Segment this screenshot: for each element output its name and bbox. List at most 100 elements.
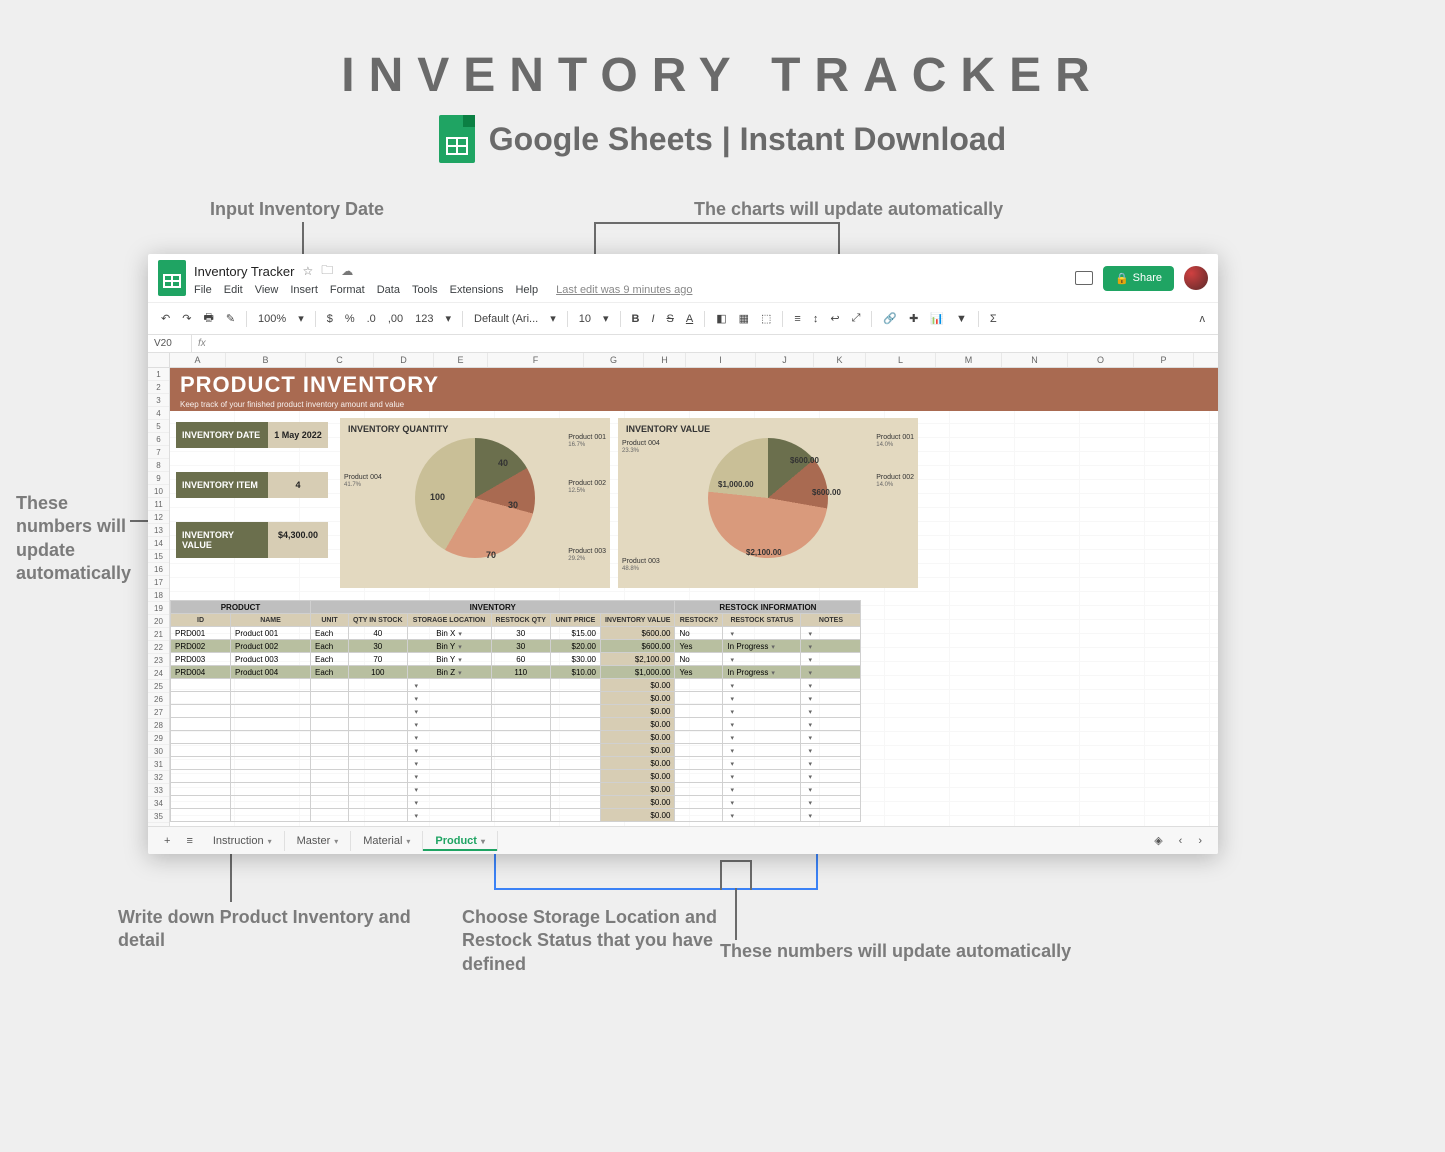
collapse-toolbar-icon[interactable]: ʌ [1197,311,1209,327]
menu-insert[interactable]: Insert [290,284,318,296]
row-number[interactable]: 18 [148,589,169,602]
valign-icon[interactable]: ↕ [810,311,822,327]
zoom-dropdown[interactable]: 100% [255,311,289,327]
row-number[interactable]: 23 [148,654,169,667]
col-header-C[interactable]: C [306,353,374,367]
redo-icon[interactable]: ↷ [179,310,194,327]
table-row[interactable]: PRD003Product 003Each 70Bin Y 60$30.00 $… [171,653,861,666]
comment-insert-icon[interactable]: ✚ [906,310,921,327]
row-number[interactable]: 2 [148,381,169,394]
menu-format[interactable]: Format [330,284,365,296]
sheet-canvas[interactable]: PRODUCT INVENTORY Keep track of your fin… [170,368,1218,848]
col-header-K[interactable]: K [814,353,866,367]
table-row[interactable]: PRD002Product 002Each 30Bin Y 30$20.00 $… [171,640,861,653]
menu-file[interactable]: File [194,284,212,296]
row-number[interactable]: 20 [148,615,169,628]
chevron-right-icon[interactable]: › [1190,831,1210,851]
col-header-B[interactable]: B [226,353,306,367]
percent-button[interactable]: % [342,311,358,327]
row-number[interactable]: 21 [148,628,169,641]
row-number[interactable]: 33 [148,784,169,797]
row-number[interactable]: 16 [148,563,169,576]
formula-bar[interactable]: fx [192,335,212,352]
num-fmt-button[interactable]: 123 [412,311,436,327]
table-row[interactable]: $0.00 [171,809,861,822]
sheet-tab-instruction[interactable]: Instruction▾ [201,831,285,851]
row-number[interactable]: 4 [148,407,169,420]
last-edit-info[interactable]: Last edit was 9 minutes ago [556,284,692,296]
dec2-button[interactable]: ,00 [385,311,406,327]
row-number[interactable]: 11 [148,498,169,511]
row-number[interactable]: 32 [148,771,169,784]
table-row[interactable]: $0.00 [171,770,861,783]
row-number[interactable]: 14 [148,537,169,550]
col-header-E[interactable]: E [434,353,488,367]
row-number[interactable]: 34 [148,797,169,810]
italic-button[interactable]: I [648,311,657,327]
row-number[interactable]: 8 [148,459,169,472]
sheet-tab-product[interactable]: Product▾ [423,831,498,851]
borders-icon[interactable]: ▦ [736,310,752,327]
inventory-table[interactable]: PRODUCTINVENTORYRESTOCK INFORMATIONIDNAM… [170,600,861,822]
comments-icon[interactable] [1075,271,1093,285]
halign-icon[interactable]: ≡ [791,311,803,327]
avatar[interactable] [1184,266,1208,290]
undo-icon[interactable]: ↶ [158,310,173,327]
merge-icon[interactable]: ⬚ [758,310,774,327]
col-header-J[interactable]: J [756,353,814,367]
share-button[interactable]: 🔒Share [1103,266,1174,291]
row-number[interactable]: 5 [148,420,169,433]
row-number[interactable]: 10 [148,485,169,498]
row-number[interactable]: 6 [148,433,169,446]
sheet-tab-master[interactable]: Master▾ [285,831,352,851]
rotate-icon[interactable]: ⤢ [849,310,864,327]
bold-button[interactable]: B [629,311,643,327]
col-header-G[interactable]: G [584,353,644,367]
row-number[interactable]: 26 [148,693,169,706]
col-header-M[interactable]: M [936,353,1002,367]
row-number[interactable]: 13 [148,524,169,537]
table-row[interactable]: $0.00 [171,718,861,731]
menu-data[interactable]: Data [377,284,400,296]
col-header-I[interactable]: I [686,353,756,367]
cloud-icon[interactable]: ☁ [341,264,353,278]
row-number[interactable]: 25 [148,680,169,693]
row-number[interactable]: 30 [148,745,169,758]
table-row[interactable]: $0.00 [171,796,861,809]
table-row[interactable]: $0.00 [171,705,861,718]
row-number[interactable]: 35 [148,810,169,823]
sheet-tab-material[interactable]: Material▾ [351,831,423,851]
star-icon[interactable]: ☆ [302,264,313,278]
col-header-N[interactable]: N [1002,353,1068,367]
filter-icon[interactable]: ▼ [953,311,970,327]
col-header-L[interactable]: L [866,353,936,367]
menu-extensions[interactable]: Extensions [450,284,504,296]
explore-button[interactable]: ◈ [1146,830,1170,851]
col-header-D[interactable]: D [374,353,434,367]
row-number[interactable]: 24 [148,667,169,680]
row-number[interactable]: 28 [148,719,169,732]
row-number[interactable]: 31 [148,758,169,771]
row-number[interactable]: 15 [148,550,169,563]
text-color-button[interactable]: A [683,311,696,327]
wrap-icon[interactable]: ↩ [827,310,842,327]
kpi-date-value[interactable]: 1 May 2022 [268,422,328,448]
table-row[interactable]: PRD001Product 001Each 40Bin X 30$15.00 $… [171,627,861,640]
row-number[interactable]: 29 [148,732,169,745]
col-header-H[interactable]: H [644,353,686,367]
document-title[interactable]: Inventory Tracker [194,264,294,279]
currency-button[interactable]: $ [324,311,336,327]
row-number[interactable]: 22 [148,641,169,654]
row-number[interactable]: 12 [148,511,169,524]
strike-button[interactable]: S [664,311,677,327]
dec-button[interactable]: .0 [364,311,379,327]
row-number[interactable]: 1 [148,368,169,381]
print-icon[interactable]: 🖶 [200,307,216,330]
table-row[interactable]: $0.00 [171,731,861,744]
table-row[interactable]: PRD004Product 004Each 100Bin Z 110$10.00… [171,666,861,679]
paint-format-icon[interactable]: ✎ [223,310,238,327]
font-dropdown[interactable]: Default (Ari... [471,311,541,327]
add-sheet-button[interactable]: + [156,831,178,851]
row-number[interactable]: 3 [148,394,169,407]
menu-view[interactable]: View [255,284,279,296]
